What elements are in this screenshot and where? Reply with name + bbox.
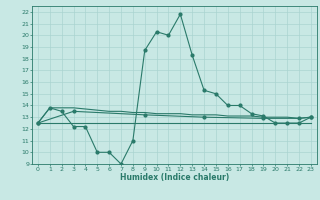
X-axis label: Humidex (Indice chaleur): Humidex (Indice chaleur) bbox=[120, 173, 229, 182]
